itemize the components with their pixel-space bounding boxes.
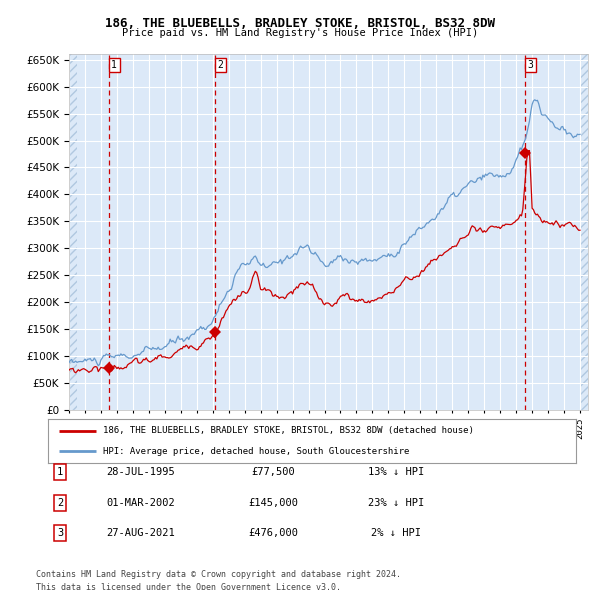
- Text: 13% ↓ HPI: 13% ↓ HPI: [368, 467, 424, 477]
- Text: £77,500: £77,500: [251, 467, 295, 477]
- Text: 27-AUG-2021: 27-AUG-2021: [107, 529, 175, 538]
- Text: 2: 2: [218, 60, 224, 70]
- Bar: [69, 54, 77, 410]
- Text: 2% ↓ HPI: 2% ↓ HPI: [371, 529, 421, 538]
- Text: 23% ↓ HPI: 23% ↓ HPI: [368, 498, 424, 507]
- Bar: [580, 54, 596, 410]
- Text: 3: 3: [528, 60, 534, 70]
- Text: 186, THE BLUEBELLS, BRADLEY STOKE, BRISTOL, BS32 8DW: 186, THE BLUEBELLS, BRADLEY STOKE, BRIST…: [105, 17, 495, 30]
- Text: 3: 3: [57, 529, 63, 538]
- Text: This data is licensed under the Open Government Licence v3.0.: This data is licensed under the Open Gov…: [36, 583, 341, 590]
- Text: Contains HM Land Registry data © Crown copyright and database right 2024.: Contains HM Land Registry data © Crown c…: [36, 570, 401, 579]
- Text: Price paid vs. HM Land Registry's House Price Index (HPI): Price paid vs. HM Land Registry's House …: [122, 28, 478, 38]
- Text: 2: 2: [57, 498, 63, 507]
- Text: 28-JUL-1995: 28-JUL-1995: [107, 467, 175, 477]
- Text: £145,000: £145,000: [248, 498, 298, 507]
- Text: 01-MAR-2002: 01-MAR-2002: [107, 498, 175, 507]
- Text: 186, THE BLUEBELLS, BRADLEY STOKE, BRISTOL, BS32 8DW (detached house): 186, THE BLUEBELLS, BRADLEY STOKE, BRIST…: [103, 427, 475, 435]
- Text: HPI: Average price, detached house, South Gloucestershire: HPI: Average price, detached house, Sout…: [103, 447, 410, 455]
- Text: £476,000: £476,000: [248, 529, 298, 538]
- Text: 1: 1: [112, 60, 117, 70]
- Text: 1: 1: [57, 467, 63, 477]
